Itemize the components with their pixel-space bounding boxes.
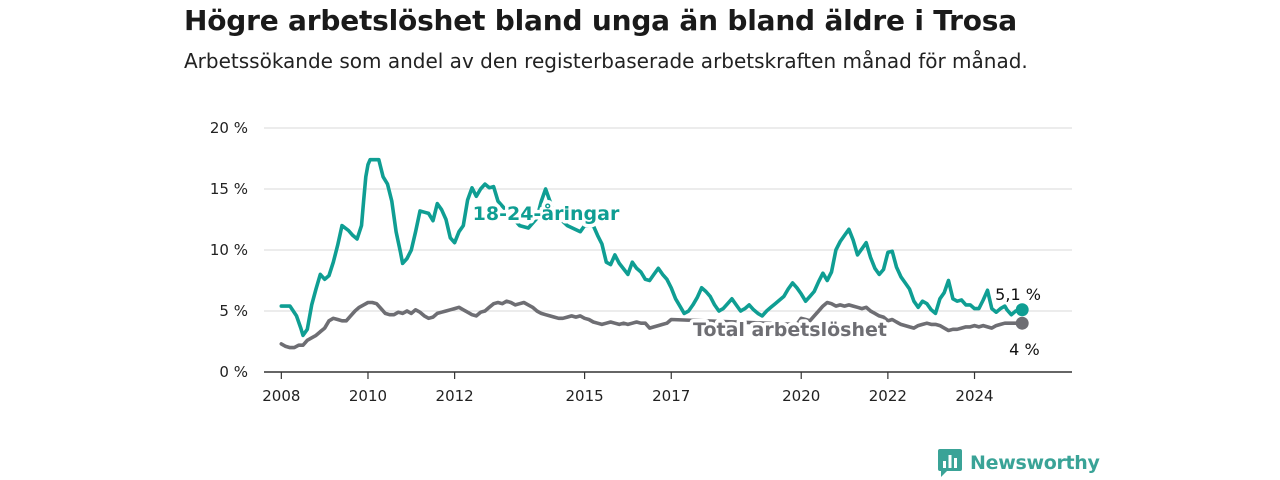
x-axis: 2008 2010 2012 2015 2017 2020 2022 2024	[262, 371, 1072, 405]
x-tick-label: 2008	[262, 387, 300, 405]
end-marker-dot	[1015, 316, 1029, 330]
end-value-label: 5,1 %	[995, 285, 1041, 304]
x-tick-label: 2020	[782, 387, 820, 405]
series-label: 18-24-åringar	[473, 201, 620, 225]
end-value-label: 4 %	[1009, 340, 1039, 359]
end-marker-dot	[1015, 303, 1029, 317]
y-tick-label: 5 %	[219, 302, 248, 320]
series-label-halo: 18-24-åringar	[473, 201, 620, 225]
chart-subtitle: Arbetssökande som andel av den registerb…	[184, 49, 1028, 73]
x-tick-label: 2022	[869, 387, 907, 405]
end-markers: 5,1 % 4 %	[995, 285, 1041, 359]
series-line-0	[279, 157, 1024, 338]
x-tick-label: 2012	[436, 387, 474, 405]
chart-title: Högre arbetslöshet bland unga än bland ä…	[184, 4, 1017, 37]
series-label-halo: Total arbetslöshet	[693, 319, 887, 341]
x-tick-label: 2015	[566, 387, 604, 405]
series-line-1	[279, 299, 1024, 350]
y-tick-label: 10 %	[210, 241, 248, 259]
series-lines	[279, 157, 1024, 350]
x-tick-label: 2010	[349, 387, 387, 405]
x-tick-label: 2024	[955, 387, 993, 405]
y-tick-label: 0 %	[219, 363, 248, 381]
brand-name: Newsworthy	[970, 452, 1100, 474]
y-axis-labels: 0 % 5 % 10 % 15 % 20 %	[210, 119, 248, 381]
y-tick-label: 15 %	[210, 180, 248, 198]
x-tick-label: 2017	[652, 387, 690, 405]
bar-chart-speech-bubble-icon	[938, 449, 962, 477]
brand-logo: Newsworthy	[938, 449, 1100, 477]
y-tick-label: 20 %	[210, 119, 248, 137]
series-label: Total arbetslöshet	[693, 319, 887, 341]
